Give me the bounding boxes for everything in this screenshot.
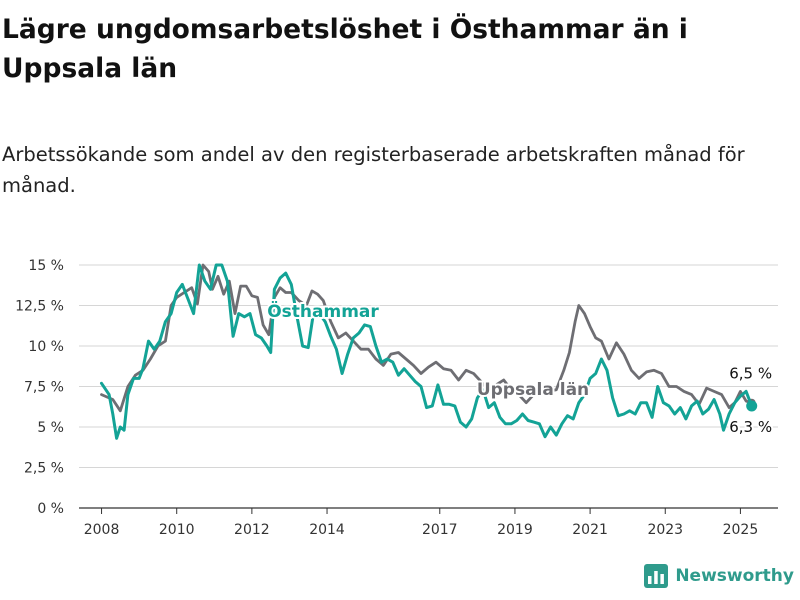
x-tick-label: 2023 <box>647 522 683 538</box>
x-tick-label: 2014 <box>309 522 345 538</box>
end-value-label-uppsala-lan: 6,5 % <box>729 365 772 383</box>
series-line-uppsala-lan <box>100 263 754 413</box>
series-labels: Uppsala län 6,5 % Östhammar 6,3 % <box>265 298 774 438</box>
x-tick-label: 2025 <box>723 522 759 538</box>
y-tick-label: 0 % <box>37 501 64 517</box>
series-line-osthammar <box>100 263 754 440</box>
x-tick-label: 2010 <box>159 522 195 538</box>
series-lines <box>100 263 758 440</box>
chart-subtitle: Arbetssökande som andel av den registerb… <box>2 143 745 197</box>
x-tick-label: 2008 <box>84 522 120 538</box>
bar-chart-logo-icon <box>644 564 669 588</box>
y-tick-label: 2,5 % <box>24 461 64 477</box>
x-tick-label: 2012 <box>234 522 270 538</box>
brand-name: Newsworthy <box>675 566 794 586</box>
x-axis: 2008 2010 2012 2014 2017 2019 2021 2023 2025 <box>84 508 759 538</box>
y-tick-label: 7,5 % <box>24 380 64 396</box>
end-value-label-osthammar: 6,3 % <box>729 418 772 436</box>
y-tick-label: 10 % <box>28 339 64 355</box>
series-name-label-osthammar: Östhammar <box>267 300 379 322</box>
end-point-osthammar <box>746 400 758 412</box>
x-tick-label: 2019 <box>497 522 533 538</box>
y-tick-label: 12,5 % <box>15 299 64 315</box>
y-tick-label: 5 % <box>37 420 64 436</box>
x-tick-label: 2021 <box>572 522 608 538</box>
series-name-label-uppsala-lan: Uppsala län <box>477 380 589 400</box>
chart-title: Lägre ungdomsarbetslöshet i Östhammar än… <box>2 14 688 84</box>
newsworthy-brand: Newsworthy <box>644 564 794 588</box>
y-tick-label: 15 % <box>28 258 64 274</box>
x-tick-label: 2017 <box>422 522 458 538</box>
